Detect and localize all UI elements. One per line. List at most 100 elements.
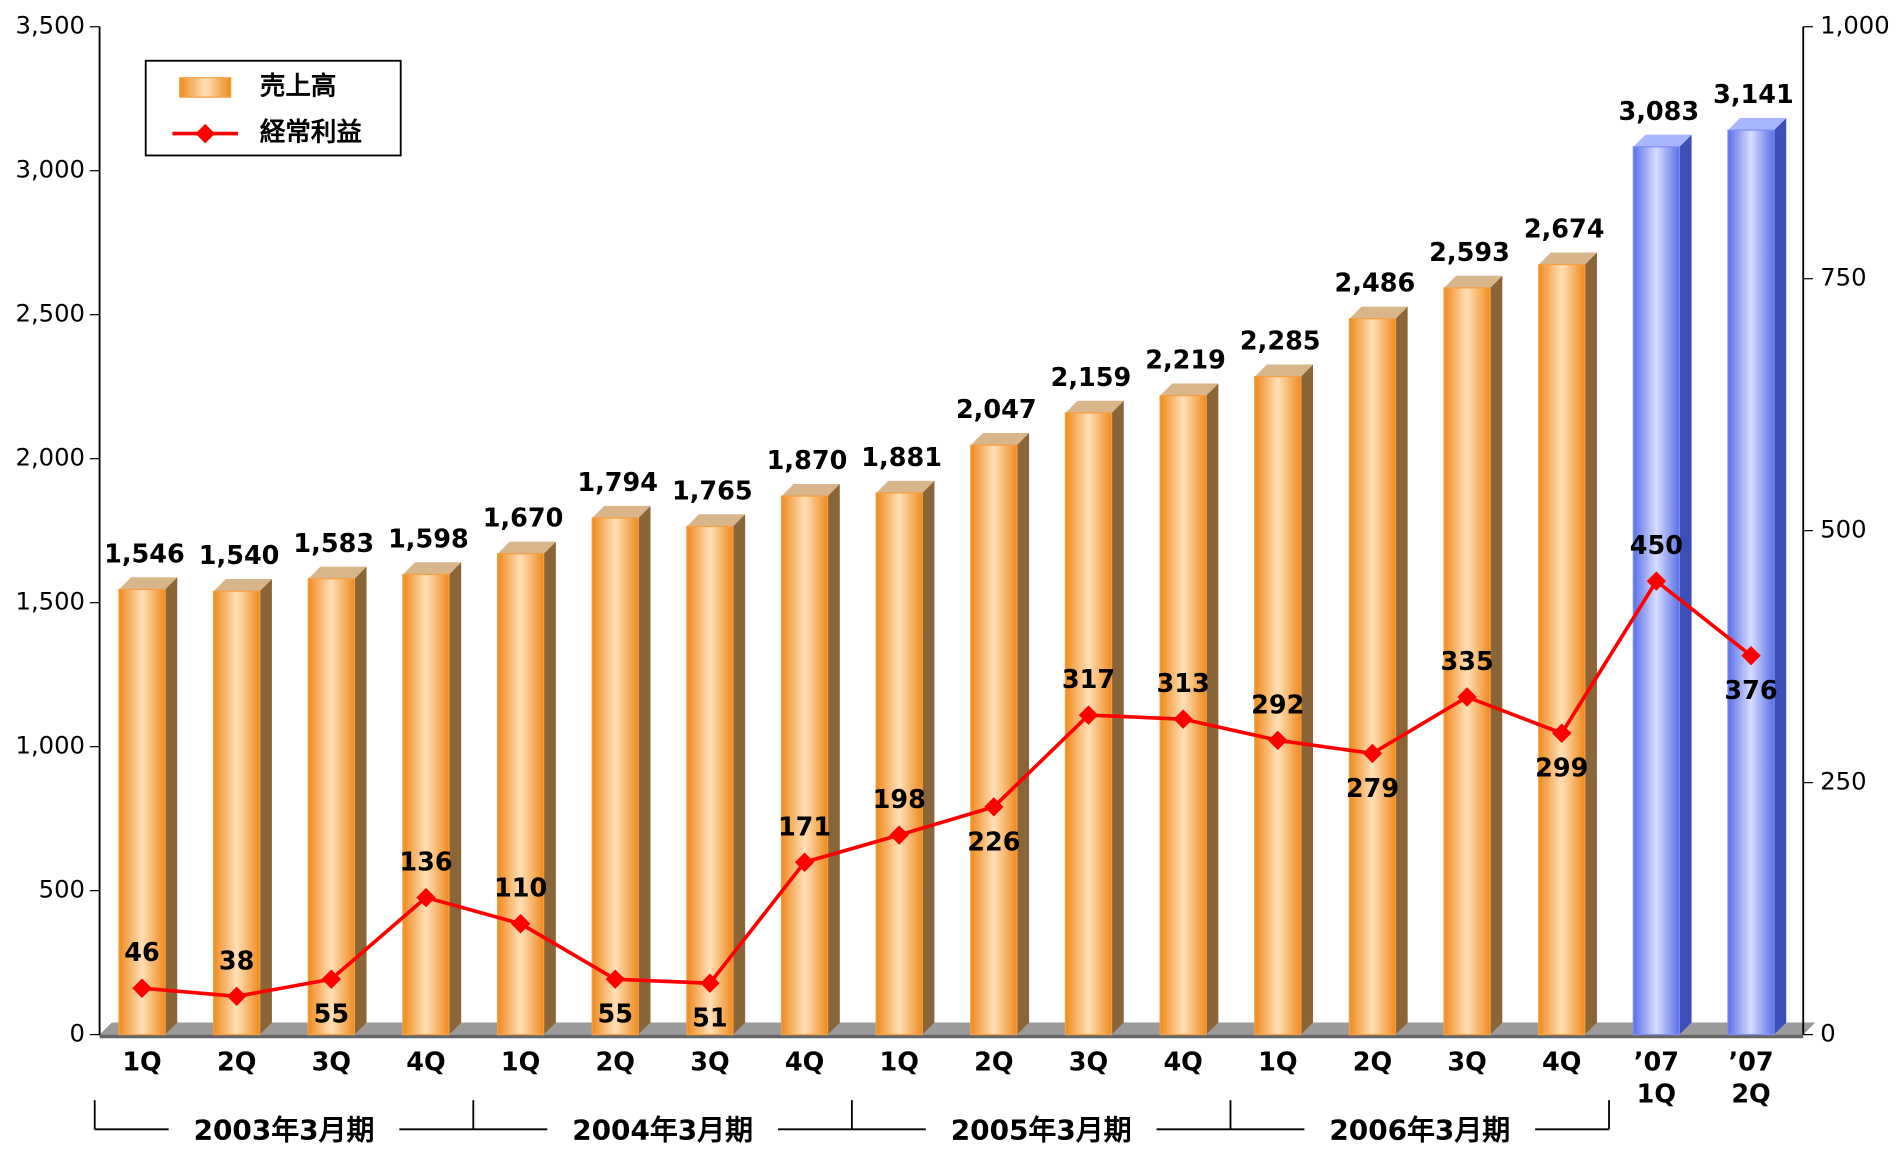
x-tick-label: 3Q <box>1069 1048 1108 1078</box>
bar <box>970 444 1018 1036</box>
bar-side <box>1584 252 1597 1035</box>
bar-top <box>1349 306 1408 319</box>
y-tick-label: 3,000 <box>16 155 85 184</box>
bar-value-label: 1,598 <box>388 524 469 554</box>
bar-top <box>1160 383 1219 396</box>
y-tick-label: 2,000 <box>16 443 85 472</box>
group-label: 2006年3月期 <box>1329 1114 1510 1147</box>
bar-value-label: 3,083 <box>1618 97 1699 127</box>
x-tick-label: 3Q <box>1447 1048 1486 1078</box>
bar-value-label: 1,546 <box>104 539 185 569</box>
bar <box>686 525 734 1036</box>
bar-value-label: 1,540 <box>199 541 280 571</box>
bar-side <box>1679 134 1692 1035</box>
line-value-label: 335 <box>1440 647 1493 677</box>
bar-top <box>1065 400 1124 413</box>
group-label-bg <box>547 1112 778 1147</box>
bar-value-label: 1,765 <box>672 476 753 506</box>
bar-top <box>308 566 367 579</box>
line-value-label: 292 <box>1251 690 1304 720</box>
bar <box>591 517 639 1036</box>
bar-side <box>922 480 935 1035</box>
x-tick-label: ’07 1Q <box>1634 1048 1679 1110</box>
line-marker <box>1646 571 1667 591</box>
x-tick-label: 2Q <box>1353 1048 1392 1078</box>
bar <box>875 492 923 1036</box>
x-tick-label: 2Q <box>217 1048 256 1078</box>
bar-top <box>781 483 840 497</box>
bar-side <box>1206 383 1219 1035</box>
bar-side <box>449 562 462 1035</box>
bar <box>1727 129 1775 1036</box>
legend-label: 経常利益 <box>260 118 362 148</box>
line-value-label: 38 <box>219 946 254 976</box>
x-tick-label: 4Q <box>1163 1048 1202 1078</box>
bar-value-label: 1,870 <box>767 446 848 476</box>
bar-side <box>1774 117 1787 1035</box>
bar-side <box>354 566 367 1035</box>
y-tick-label: 3,500 <box>16 11 85 40</box>
bar-side <box>827 483 840 1035</box>
line-marker <box>1173 709 1193 729</box>
bar-side <box>165 577 178 1035</box>
line-value-label: 51 <box>692 1004 728 1034</box>
y-tick-label: 1,500 <box>16 587 85 616</box>
line <box>141 578 1753 999</box>
bar-side <box>638 505 651 1035</box>
line-value-label: 171 <box>778 812 831 842</box>
legend-label: 売上高 <box>260 71 337 101</box>
line-value-label: 198 <box>873 785 926 815</box>
x-tick-label: ’07 2Q <box>1728 1048 1773 1110</box>
bar-top <box>1727 117 1787 131</box>
bar-value-label: 1,881 <box>861 443 942 473</box>
line-value-label: 136 <box>399 848 452 878</box>
group-label: 2003年3月期 <box>194 1114 375 1147</box>
bar-value-label: 1,794 <box>577 468 658 498</box>
bar-top <box>686 514 746 527</box>
x-tick-label: 1Q <box>122 1048 161 1078</box>
legend-marker <box>195 123 215 144</box>
bar-top <box>402 562 462 575</box>
bar-side <box>732 514 746 1035</box>
line-marker <box>321 969 342 989</box>
y-tick-label: 2,500 <box>16 299 85 328</box>
line-marker <box>1552 723 1572 743</box>
y2-tick-label: 1,000 <box>1820 11 1889 40</box>
y-tick-label: 500 <box>39 875 85 904</box>
bar <box>1254 376 1302 1036</box>
x-tick-label: 1Q <box>1258 1048 1297 1078</box>
x-tick-label: 1Q <box>501 1048 540 1078</box>
bar-value-label: 2,674 <box>1524 215 1605 245</box>
line-value-label: 226 <box>967 827 1020 857</box>
bar <box>1538 263 1586 1036</box>
x-tick-label: 1Q <box>880 1048 919 1078</box>
line-value-label: 299 <box>1535 754 1588 784</box>
bar-value-label: 1,583 <box>293 529 374 559</box>
line-marker <box>1362 743 1383 764</box>
line-value-label: 317 <box>1062 665 1115 695</box>
bar-top <box>1444 275 1503 288</box>
bar-value-label: 2,219 <box>1145 346 1226 376</box>
bar-top <box>970 433 1030 446</box>
bar-value-label: 2,047 <box>956 395 1037 425</box>
bar-top <box>118 577 178 590</box>
legend-swatch <box>179 77 232 98</box>
bar <box>402 573 450 1036</box>
y2-tick-label: 250 <box>1820 767 1866 796</box>
legend-box <box>144 59 402 157</box>
bar-side <box>1490 275 1503 1035</box>
y2-tick-label: 500 <box>1820 515 1866 544</box>
bar <box>1348 318 1397 1036</box>
bar-top <box>876 480 935 493</box>
line-value-label: 55 <box>314 1000 350 1030</box>
x-tick-label: 3Q <box>312 1048 351 1078</box>
bar-side <box>259 579 272 1035</box>
bar-value-label: 1,670 <box>483 504 564 534</box>
y-tick-label: 1,000 <box>16 731 85 760</box>
bar-side <box>1016 433 1030 1035</box>
line-value-label: 110 <box>494 874 547 904</box>
bar <box>496 553 545 1036</box>
bar-value-label: 2,159 <box>1051 363 1132 393</box>
group-label: 2004年3月期 <box>572 1114 753 1147</box>
floor-edge <box>99 1034 1804 1039</box>
